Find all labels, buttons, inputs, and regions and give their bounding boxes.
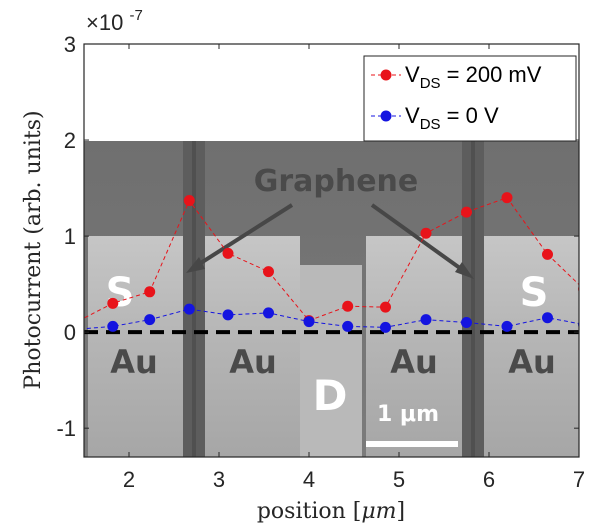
x-axis-title: position [μm] [257, 499, 405, 524]
series-layer [84, 192, 579, 335]
gold-label-4: Au [508, 343, 556, 381]
x-axis-title-unit: μm [361, 499, 396, 524]
data-point [303, 316, 315, 328]
graphene-arrowhead-left [186, 257, 205, 273]
legend-box [363, 55, 577, 142]
data-point [342, 320, 354, 332]
data-point [578, 321, 579, 328]
y-exponent-label: ×10 -7 [86, 7, 143, 35]
legend-marker-200mV [380, 69, 392, 81]
legend-entry-200mV: VDS = 200 mV [371, 62, 542, 92]
data-point [144, 286, 156, 298]
x-tick-label: 6 [483, 467, 495, 492]
data-point [183, 195, 195, 207]
y-exponent-base: ×10 [86, 10, 123, 35]
x-tick-label: 3 [213, 467, 225, 492]
legend-label-200mV-main: V [405, 62, 420, 87]
legend-label-0V-rest: = 0 V [441, 103, 499, 128]
source-pad-left [88, 236, 183, 457]
drain-stem [300, 265, 362, 457]
y-axis-title: Photocurrent (arb. units) [21, 110, 46, 389]
legend-label-200mV: VDS = 200 mV [405, 62, 542, 92]
ticks-layer: 2 3 4 5 6 7 -1 0 1 2 3 [56, 32, 585, 492]
scale-bar-label: 1 μm [377, 402, 439, 427]
source-pad-right [484, 236, 579, 457]
data-point [542, 312, 553, 324]
y-tick-label: 1 [64, 224, 76, 249]
drain-label: D [313, 371, 348, 420]
legend-label-0V-main: V [405, 103, 420, 128]
gold-label-3: Au [390, 343, 438, 381]
graphene-label: Graphene [254, 164, 419, 199]
x-tick-label: 4 [303, 467, 315, 492]
scale-bar [366, 441, 458, 447]
data-point [420, 227, 432, 239]
gold-pad-right [366, 236, 462, 457]
legend-label-200mV-rest: = 200 mV [441, 62, 542, 87]
graphene-arrowhead-right [455, 262, 474, 279]
data-point [501, 192, 513, 204]
series-line-0 [84, 197, 579, 322]
y-tick-label: 0 [64, 320, 76, 345]
source-label-right: S [520, 270, 549, 316]
data-point [263, 307, 274, 319]
x-tick-label: 5 [393, 467, 405, 492]
legend-label-0V: VDS = 0 V [405, 103, 499, 133]
legend-marker-0V [380, 110, 392, 122]
series-line-1 [84, 308, 579, 330]
x-axis-title-close: ] [397, 499, 406, 524]
drain-pad [205, 236, 300, 457]
x-tick-label: 7 [573, 467, 585, 492]
legend-label-200mV-sub: DS [420, 75, 441, 92]
graphene-arrow-right [370, 203, 466, 273]
axes-box [83, 43, 580, 458]
y-exponent-power: -7 [129, 7, 142, 24]
y-tick-label: -1 [56, 416, 76, 441]
data-point [222, 309, 234, 321]
data-point [107, 320, 119, 332]
legend-label-0V-sub: DS [420, 116, 441, 133]
sem-micrograph-background [84, 141, 579, 457]
legend: VDS = 200 mV VDS = 0 V [363, 55, 577, 142]
gold-label-2: Au [229, 343, 277, 381]
x-tick-label: 2 [123, 467, 135, 492]
data-point [222, 247, 234, 259]
y-tick-label: 3 [64, 32, 76, 57]
data-point [420, 314, 432, 326]
gold-label-1: Au [110, 343, 158, 381]
data-point [183, 303, 195, 315]
data-point [461, 206, 472, 218]
source-label-left: S [106, 270, 135, 316]
legend-entry-0V: VDS = 0 V [371, 103, 499, 133]
y-tick-label: 2 [64, 128, 76, 153]
x-axis-title-text: position [ [257, 499, 362, 524]
data-point [501, 320, 513, 332]
micrograph-annotations: Graphene S S D Au Au Au Au 1 μm [106, 164, 556, 447]
data-point [144, 314, 156, 326]
data-point [542, 248, 553, 260]
data-point [107, 297, 119, 309]
data-point [263, 266, 274, 278]
data-point [461, 317, 472, 329]
data-point [578, 285, 579, 293]
data-point [380, 301, 391, 313]
graphene-arrow-left [194, 203, 294, 268]
data-point [342, 300, 354, 312]
data-point [380, 321, 391, 333]
